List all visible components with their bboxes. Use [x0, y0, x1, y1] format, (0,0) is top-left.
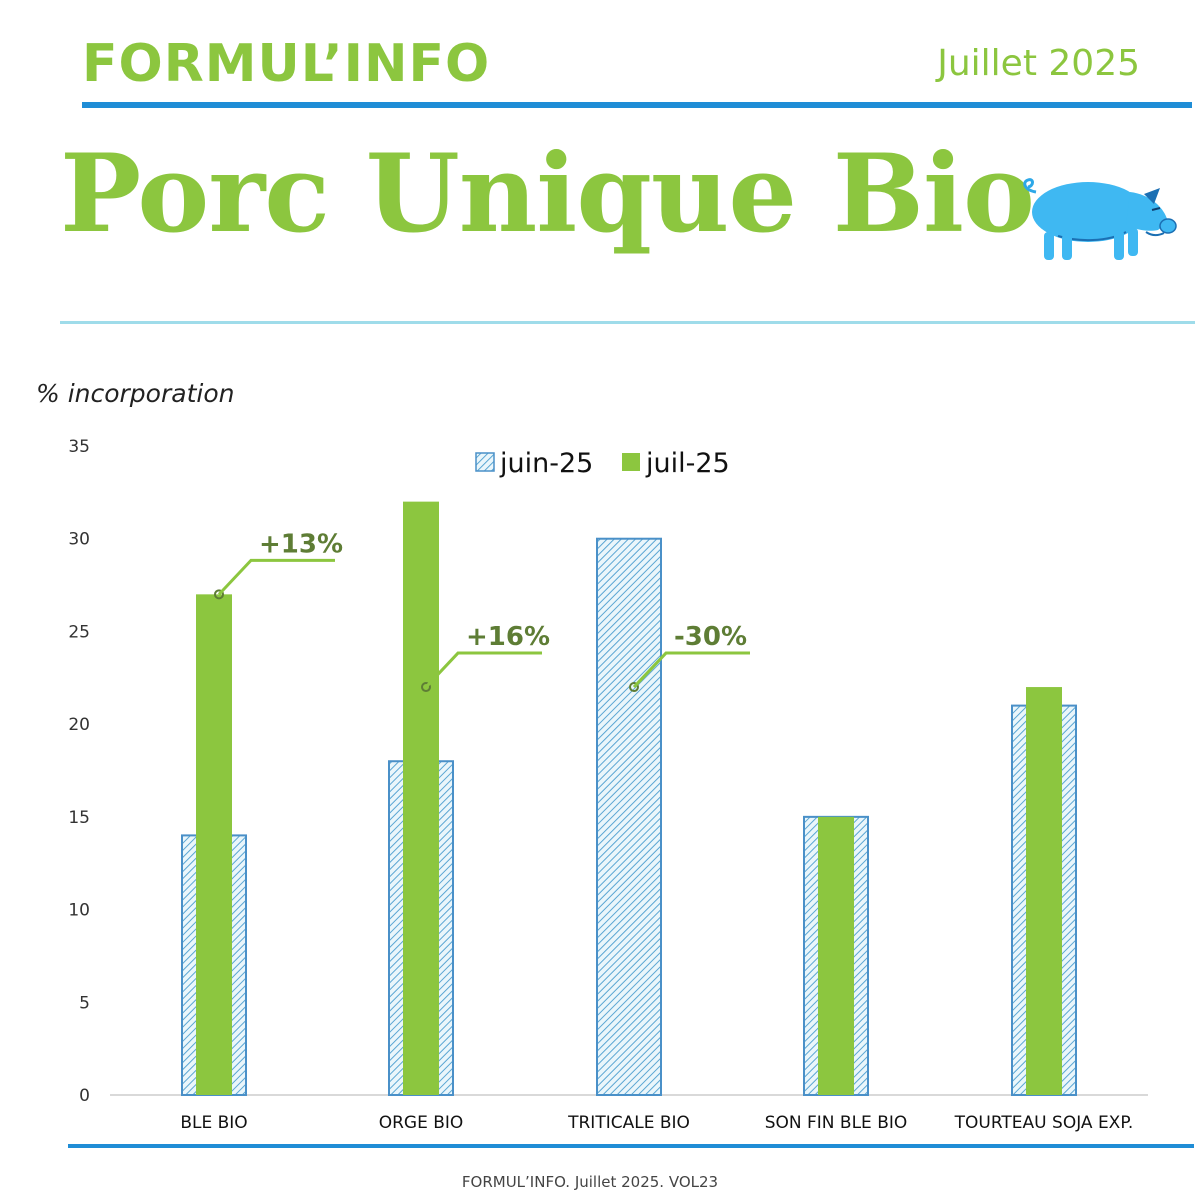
- y-tick-label: 10: [68, 901, 90, 921]
- y-tick-label: 35: [68, 437, 90, 457]
- title-rule: [60, 321, 1195, 324]
- header-rule: [82, 102, 1192, 108]
- x-tick-label: ORGE BIO: [379, 1113, 464, 1133]
- x-tick-label: SON FIN BLE BIO: [765, 1113, 908, 1133]
- y-tick-label: 25: [68, 622, 90, 642]
- y-tick-label: 15: [68, 808, 90, 828]
- y-tick-label: 20: [68, 715, 90, 735]
- x-tick-label: BLE BIO: [180, 1113, 247, 1133]
- bar-juil-25: [818, 816, 854, 1095]
- footer-rule: [68, 1144, 1194, 1148]
- x-tick-label: TOURTEAU SOJA EXP.: [954, 1113, 1134, 1133]
- brand-logo-text: FORMUL’INFO: [82, 34, 491, 94]
- legend-swatch-juil-25: [622, 453, 640, 471]
- annotation-marker: [629, 682, 639, 693]
- y-axis-label: % incorporation: [36, 379, 234, 408]
- annotation-leader-line: [632, 651, 750, 689]
- bar-juil-25: [1026, 687, 1062, 1095]
- footer-text: FORMUL’INFO. Juillet 2025. VOL23: [461, 1173, 719, 1191]
- x-tick-label: TRITICALE BIO: [567, 1113, 690, 1133]
- legend-label-juin-25: juin-25: [499, 448, 593, 479]
- page-title: Porc Unique Bio: [60, 131, 1035, 257]
- pig-icon: [1023, 178, 1177, 260]
- y-tick-label: 30: [68, 530, 90, 550]
- bar-juil-25: [403, 501, 439, 1096]
- legend-swatch-juin-25: [475, 452, 495, 472]
- annotation-label: -30%: [674, 622, 747, 652]
- annotation-leader-line: [424, 651, 542, 689]
- annotation-label: +13%: [259, 529, 343, 559]
- bar-juin-25: [596, 537, 662, 1096]
- y-tick-label: 5: [79, 993, 90, 1013]
- annotation-marker: [214, 589, 224, 600]
- annotation-leader-line: [217, 558, 335, 596]
- issue-date: Juillet 2025: [937, 43, 1140, 84]
- bar-juil-25: [196, 594, 232, 1095]
- annotation-marker: [421, 682, 431, 693]
- annotation-label: +16%: [466, 622, 550, 652]
- y-tick-label: 0: [79, 1086, 90, 1106]
- legend-label-juil-25: juil-25: [645, 448, 730, 479]
